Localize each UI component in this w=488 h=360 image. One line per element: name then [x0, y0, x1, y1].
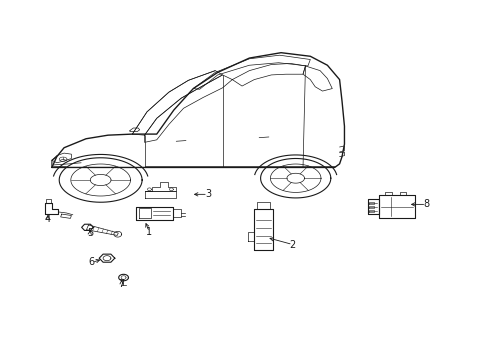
Text: 7: 7 [118, 279, 124, 289]
Text: 8: 8 [423, 199, 428, 210]
Text: 3: 3 [204, 189, 210, 199]
Text: 4: 4 [45, 215, 51, 224]
Text: 2: 2 [289, 239, 295, 249]
Text: 1: 1 [146, 227, 152, 237]
Text: 6: 6 [89, 257, 95, 267]
Text: 5: 5 [87, 228, 93, 238]
